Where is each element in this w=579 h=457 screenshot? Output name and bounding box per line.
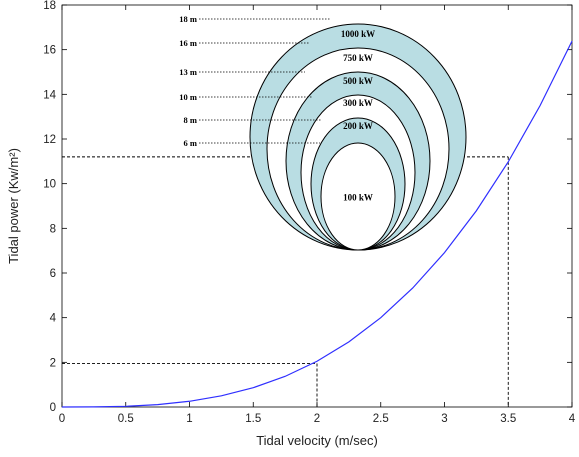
x-tick-label: 1.5: [245, 413, 261, 425]
diameter-label: 6 m: [184, 138, 197, 148]
power-curve-line: [61, 40, 573, 408]
y-axis-title: Tidal power (Kw/m²): [6, 148, 21, 264]
power-label: 200 kW: [343, 121, 373, 131]
x-tick-label: 0.5: [118, 413, 134, 425]
turbine-size-inset: 1000 kW 18 m 750 kW 16 m 500 kW 13 m 300 kW 10 …: [179, 14, 467, 251]
power-label: 1000 kW: [341, 29, 375, 39]
y-tick-label: 6: [50, 268, 56, 280]
x-tick-label: 3: [441, 413, 447, 425]
x-tick-label: 1: [186, 413, 192, 425]
y-tick-label: 4: [50, 313, 57, 325]
turbine-circle: [320, 142, 396, 251]
x-tick-label: 2: [314, 413, 320, 425]
power-label: 750 kW: [343, 53, 373, 63]
x-tick-label: 4: [569, 413, 576, 425]
x-tick-label: 0: [59, 413, 65, 425]
y-tick-label: 14: [43, 89, 56, 101]
diameter-label: 10 m: [179, 92, 197, 102]
y-tick-label: 0: [50, 402, 56, 414]
diameter-label: 18 m: [179, 14, 197, 24]
y-tick-label: 8: [50, 223, 56, 235]
y-tick-label: 2: [50, 357, 56, 369]
y-tick-label: 10: [43, 179, 56, 191]
power-label: 100 kW: [343, 193, 373, 203]
y-tick-label: 16: [43, 45, 56, 57]
diameter-label: 8 m: [184, 115, 197, 125]
x-tick-label: 3.5: [500, 413, 516, 425]
power-label: 300 kW: [343, 98, 373, 108]
x-axis-title: Tidal velocity (m/sec): [256, 433, 378, 448]
diameter-label: 13 m: [179, 67, 197, 77]
power-label: 500 kW: [343, 76, 373, 86]
x-tick-label: 2.5: [373, 413, 389, 425]
y-tick-label: 18: [43, 0, 56, 12]
axis-ticks: 0 0.5 1 1.5 2 2.5 3 3.5 4 0 2 4 6 8 10 12 14 16 18: [43, 0, 576, 425]
y-tick-label: 12: [43, 134, 56, 146]
diameter-label: 16 m: [179, 38, 197, 48]
